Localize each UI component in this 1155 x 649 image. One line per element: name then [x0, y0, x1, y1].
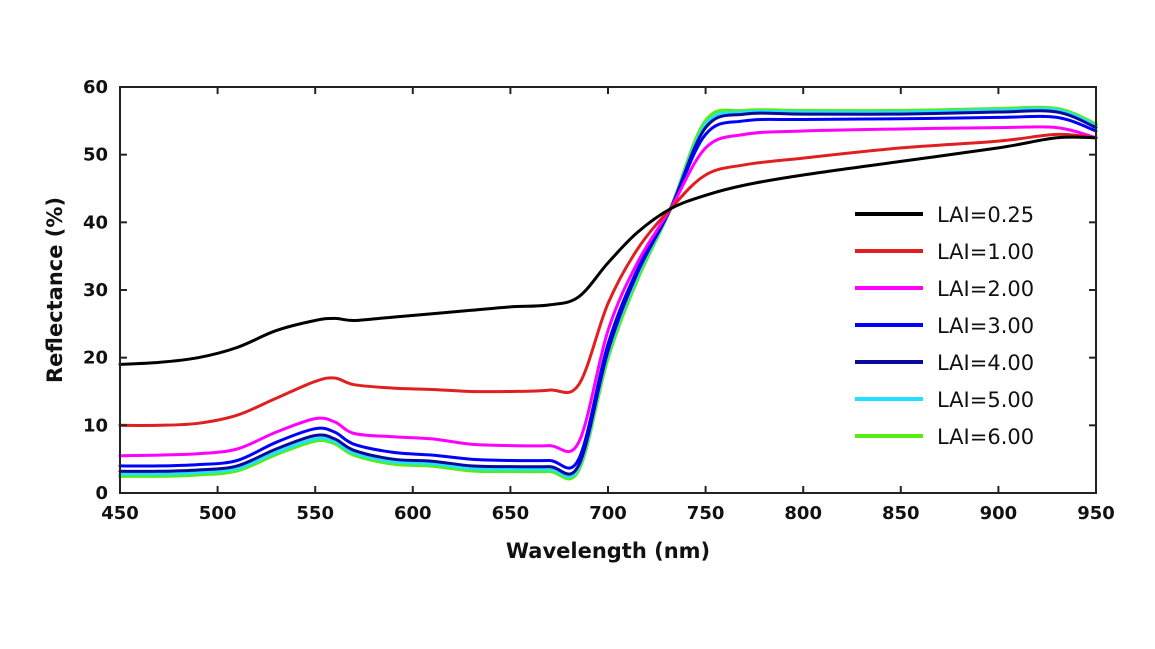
y-tick-label: 50 [83, 145, 108, 166]
axis-ticks [119, 86, 1097, 494]
series-line-lai-5-00 [118, 107, 1098, 479]
y-tick-label: 30 [83, 280, 108, 301]
legend-label: LAI=5.00 [937, 388, 1034, 412]
legend-label: LAI=4.00 [937, 351, 1034, 375]
series-line-lai-3-00 [118, 114, 1098, 470]
x-tick-label: 850 [882, 503, 920, 524]
tick-labels: 450 500 550 600 650 700 750 800 850 900 950 0 10 20 30… [83, 77, 1115, 524]
x-tick-label: 450 [101, 503, 139, 524]
x-tick-label: 750 [687, 503, 725, 524]
legend-label: LAI=1.00 [937, 240, 1034, 264]
x-tick-label: 900 [980, 503, 1018, 524]
series-line-lai-4-00 [118, 109, 1098, 476]
x-tick-label: 800 [784, 503, 822, 524]
y-tick-label: 0 [95, 483, 108, 504]
x-tick-label: 550 [296, 503, 334, 524]
series-lines [118, 105, 1098, 481]
legend-label: LAI=0.25 [937, 203, 1034, 227]
x-axis-title: Wavelength (nm) [506, 539, 710, 563]
x-tick-label: 600 [394, 503, 432, 524]
y-tick-label: 20 [83, 348, 108, 369]
y-tick-label: 10 [83, 415, 108, 436]
legend-label: LAI=6.00 [937, 425, 1034, 449]
series-line-lai-0-25 [118, 135, 1098, 366]
y-axis-title: Reflectance (%) [43, 197, 67, 383]
x-tick-label: 700 [589, 503, 627, 524]
legend-label: LAI=2.00 [937, 277, 1034, 301]
y-tick-label: 60 [83, 77, 108, 98]
x-tick-label: 950 [1077, 503, 1115, 524]
x-tick-label: 650 [492, 503, 530, 524]
series-line-lai-2-00 [118, 125, 1098, 458]
x-tick-label: 500 [199, 503, 237, 524]
legend-background [845, 196, 1070, 466]
y-tick-label: 40 [83, 212, 108, 233]
series-line-lai-1-00 [118, 132, 1098, 427]
legend: LAI=0.25 LAI=1.00 LAI=2.00 LAI=3.00 LAI=4.00… [845, 196, 1070, 466]
legend-label: LAI=3.00 [937, 314, 1034, 338]
